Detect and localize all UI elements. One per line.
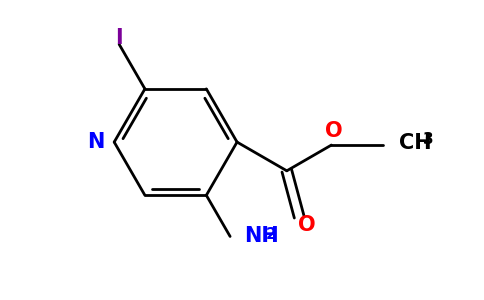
Text: I: I xyxy=(115,28,123,48)
Text: O: O xyxy=(325,121,342,141)
Text: N: N xyxy=(87,132,104,152)
Text: 3: 3 xyxy=(423,132,433,147)
Text: O: O xyxy=(298,215,316,235)
Text: 2: 2 xyxy=(266,227,276,242)
Text: NH: NH xyxy=(244,226,279,246)
Text: CH: CH xyxy=(399,133,431,153)
